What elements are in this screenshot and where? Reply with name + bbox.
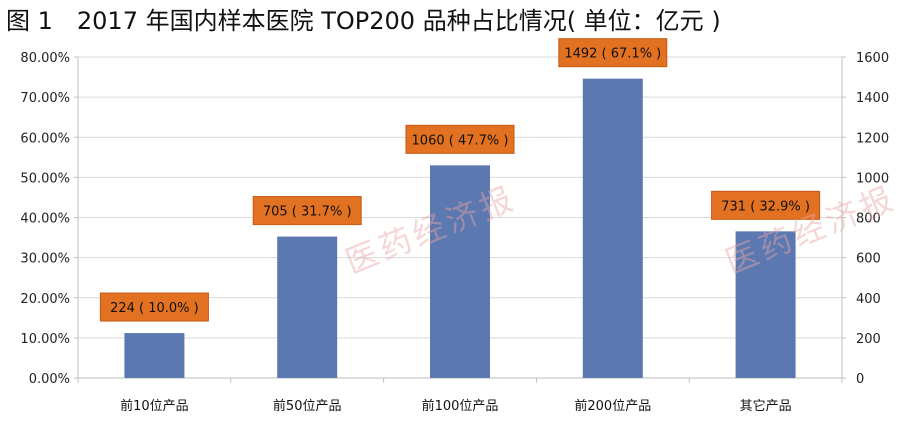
y-left-tick-label: 40.00% xyxy=(20,212,70,227)
data-label-box xyxy=(405,124,515,154)
y-right-tick-label: 1200 xyxy=(856,131,889,146)
x-tick-label: 前50位产品 xyxy=(273,398,342,414)
data-label: 731 ( 32.9% ) xyxy=(721,199,810,214)
y-right-tick-label: 1400 xyxy=(856,91,889,106)
data-label: 1492 ( 67.1% ) xyxy=(564,47,661,62)
data-label: 1060 ( 47.7% ) xyxy=(412,133,509,148)
y-left-tick-label: 60.00% xyxy=(20,131,70,146)
y-axis-left-ticks: 0.00% 10.00% 20.00% 30.00% 40.00% 50.00% 60.00… xyxy=(20,51,70,387)
x-axis-ticks: 前10位产品 前50位产品 前100位产品 前200位产品 其它产品 xyxy=(120,398,791,414)
x-tick-label: 其它产品 xyxy=(740,398,792,414)
bar xyxy=(430,165,490,378)
data-label-box xyxy=(99,292,209,322)
y-right-tick-label: 200 xyxy=(856,332,881,347)
y-right-tick-label: 1000 xyxy=(856,171,889,186)
data-label-box xyxy=(711,190,821,220)
x-tick-label: 前200位产品 xyxy=(574,398,651,414)
data-labels: 224 ( 10.0% ) 705 ( 31.7% ) 1060 ( 47.7% )… xyxy=(99,38,821,322)
y-right-tick-label: 1600 xyxy=(856,51,889,66)
data-label-box xyxy=(252,196,362,226)
y-right-tick-label: 600 xyxy=(856,252,881,267)
bar xyxy=(735,231,796,378)
bar xyxy=(582,78,643,378)
x-tick-label: 前100位产品 xyxy=(422,398,499,414)
y-right-tick-label: 0 xyxy=(856,372,864,387)
data-label: 705 ( 31.7% ) xyxy=(263,205,352,220)
y-axis-right-ticks: 0 200 400 600 800 1000 1200 1400 1600 xyxy=(856,51,889,387)
y-left-tick-label: 80.00% xyxy=(20,51,70,66)
chart-title: 图 1 2017 年国内样本医院 TOP200 品种占比情况( 单位：亿元 ) xyxy=(6,7,721,35)
x-tick-label: 前10位产品 xyxy=(120,398,189,414)
y-left-tick-label: 50.00% xyxy=(20,171,70,186)
y-left-tick-label: 30.00% xyxy=(20,252,70,267)
data-label: 224 ( 10.0% ) xyxy=(110,301,199,316)
data-label-box xyxy=(558,38,668,68)
bar xyxy=(277,236,338,378)
y-left-tick-label: 10.00% xyxy=(20,332,70,347)
y-right-tick-label: 400 xyxy=(856,292,881,307)
y-left-tick-label: 70.00% xyxy=(20,91,70,106)
y-left-tick-label: 0.00% xyxy=(29,372,70,387)
bar xyxy=(124,333,185,378)
bars xyxy=(124,78,796,378)
y-left-tick-label: 20.00% xyxy=(20,292,70,307)
y-right-tick-label: 800 xyxy=(856,212,881,227)
